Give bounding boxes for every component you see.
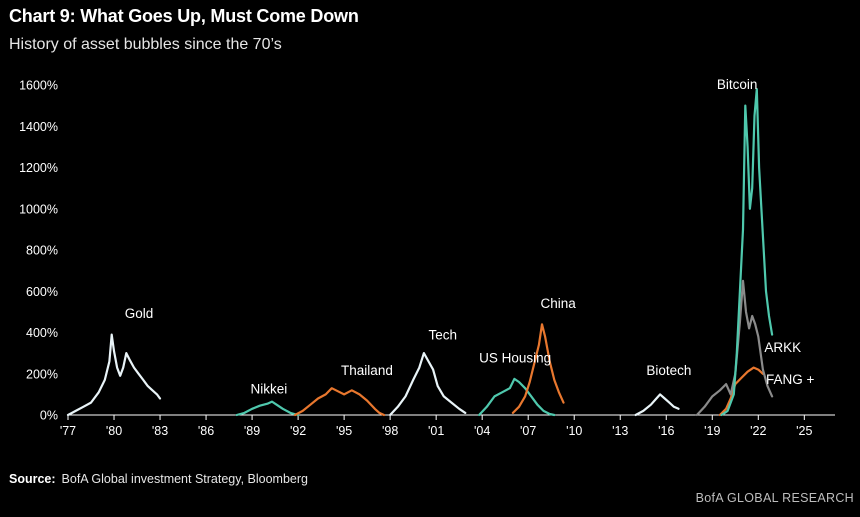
x-tick-label: '01 <box>428 424 444 438</box>
source-label: Source: <box>9 472 56 486</box>
series-label: FANG + <box>766 372 815 387</box>
y-axis-ticks: 0% 200% 400% 600% 800% 1000% 1200% 1400% 1600% <box>19 79 58 423</box>
series-label: Gold <box>125 306 154 321</box>
series-line-fang <box>718 366 764 417</box>
x-axis: '77 '80 '83 '86 '89 '92 '95 '98 '01 '04 '07 '10 '13 '… <box>60 414 835 438</box>
series-label: Biotech <box>646 363 691 378</box>
y-tick-label: 200% <box>26 367 58 381</box>
series-annotations: Gold Nikkei Thailand Tech US Housing China Bio… <box>125 77 815 396</box>
x-tick-label: '13 <box>612 424 628 438</box>
series-lines <box>66 88 774 417</box>
series-line-thailand <box>293 387 386 417</box>
y-tick-label: 0% <box>40 409 58 423</box>
x-tick-label: '16 <box>658 424 674 438</box>
x-tick-label: '98 <box>382 424 398 438</box>
x-tick-label: '95 <box>336 424 352 438</box>
x-tick-label: '83 <box>152 424 168 438</box>
x-tick-label: '19 <box>704 424 720 438</box>
series-label: China <box>540 296 576 311</box>
x-tick-label: '22 <box>750 424 766 438</box>
x-tick-label: '04 <box>474 424 490 438</box>
x-tick-label: '25 <box>796 424 812 438</box>
source-text: BofA Global investment Strategy, Bloombe… <box>61 472 308 486</box>
y-tick-label: 1400% <box>19 120 58 134</box>
x-tick-label: '07 <box>520 424 536 438</box>
series-label: Nikkei <box>251 381 288 396</box>
x-tick-label: '80 <box>106 424 122 438</box>
series-line-arkk <box>695 279 774 417</box>
x-tick-label: '10 <box>566 424 582 438</box>
series-label: Thailand <box>341 363 393 378</box>
y-tick-label: 1000% <box>19 202 58 216</box>
y-tick-label: 1600% <box>19 79 58 93</box>
series-line-tech <box>389 352 467 417</box>
brand-label: BofA GLOBAL RESEARCH <box>695 491 854 505</box>
series-line-gold <box>66 333 162 417</box>
y-tick-label: 400% <box>26 326 58 340</box>
series-label: Bitcoin <box>717 77 758 92</box>
series-line-us-housing <box>478 377 556 417</box>
series-line-bitcoin <box>720 88 774 417</box>
series-label: US Housing <box>479 350 551 365</box>
series-line-biotech <box>634 393 680 417</box>
series-line-china <box>511 323 565 414</box>
chart-title: Chart 9: What Goes Up, Must Come Down <box>9 6 359 26</box>
y-tick-label: 800% <box>26 244 58 258</box>
x-tick-label: '77 <box>60 424 76 438</box>
series-label: Tech <box>428 328 457 343</box>
series-line-nikkei <box>235 400 300 417</box>
x-tick-label: '89 <box>244 424 260 438</box>
chart-subtitle: History of asset bubbles since the 70’s <box>9 36 282 53</box>
source-note: Source: BofA Global investment Strategy, … <box>9 472 308 486</box>
series-label: ARKK <box>764 340 801 355</box>
x-tick-label: '86 <box>198 424 214 438</box>
y-tick-label: 600% <box>26 285 58 299</box>
y-tick-label: 1200% <box>19 161 58 175</box>
x-tick-label: '92 <box>290 424 306 438</box>
